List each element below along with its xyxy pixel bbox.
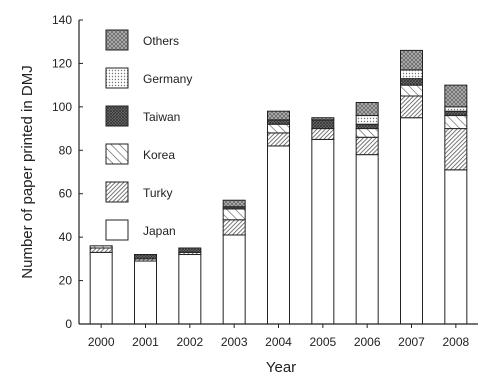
legend-item-taiwan: Taiwan: [106, 106, 180, 126]
legend: Others Germany Taiwan Korea Turky Japan: [106, 30, 192, 240]
bar-segment-japan-2003: [223, 235, 245, 324]
legend-item-germany: Germany: [106, 68, 192, 88]
bar-segment-korea-2004: [268, 124, 290, 133]
x-tick-label: 2001: [132, 335, 159, 349]
x-tick-label: 2000: [88, 335, 115, 349]
bar-segment-korea-2008: [445, 116, 467, 129]
bar-segment-turky-2000: [90, 248, 112, 252]
y-tick-label: 20: [59, 274, 73, 288]
bar-segment-turky-2007: [401, 96, 423, 118]
bar-segment-turky-2003: [223, 220, 245, 235]
bar-segment-others-2003: [223, 200, 245, 207]
legend-item-turky: Turky: [106, 182, 173, 202]
bar-segment-japan-2007: [401, 118, 423, 324]
legend-label: Others: [143, 34, 179, 48]
bar-segment-japan-2008: [445, 170, 467, 324]
bar-segment-korea-2000: [90, 246, 112, 248]
bar-segment-turky-2006: [356, 137, 378, 154]
bar-stack-2002: [179, 248, 201, 324]
bar-segment-turky-2005: [312, 129, 334, 140]
bar-segment-japan-2005: [312, 139, 334, 324]
legend-label: Taiwan: [143, 110, 180, 124]
bar-stack-2004: [268, 111, 290, 324]
bar-segment-taiwan-2008: [445, 111, 467, 115]
bar-segment-japan-2002: [179, 255, 201, 324]
bar-segment-germany-2006: [356, 116, 378, 125]
legend-item-korea: Korea: [106, 144, 175, 164]
x-axis-ticks: 2000 2001 2002 2003 2004 2005 2006 2007 2008: [88, 324, 470, 349]
bar-segment-taiwan-2002: [179, 248, 201, 252]
legend-item-japan: Japan: [106, 220, 176, 240]
legend-swatch: [106, 106, 128, 126]
x-tick-label: 2005: [309, 335, 336, 349]
bar-segment-others-2007: [401, 50, 423, 70]
bar-stack-2000: [90, 246, 112, 324]
bar-segment-japan-2001: [135, 261, 157, 324]
legend-swatch: [106, 182, 128, 202]
y-tick-label: 140: [52, 13, 72, 27]
legend-item-others: Others: [106, 30, 179, 50]
bar-segment-turky-2008: [445, 129, 467, 170]
bar-segment-taiwan-2004: [268, 120, 290, 124]
y-tick-label: 40: [59, 230, 73, 244]
bar-segment-others-2008: [445, 85, 467, 107]
legend-label: Japan: [143, 224, 176, 238]
bar-segment-germany-2007: [401, 70, 423, 79]
bar-segment-others-2006: [356, 103, 378, 116]
bar-segment-taiwan-2006: [356, 124, 378, 128]
y-tick-label: 0: [65, 317, 72, 331]
x-tick-label: 2008: [442, 335, 469, 349]
bar-segment-japan-2000: [90, 252, 112, 324]
bar-stack-2008: [445, 85, 467, 324]
bar-segment-japan-2004: [268, 146, 290, 324]
legend-swatch: [106, 144, 128, 164]
bar-stack-2001: [135, 255, 157, 324]
legend-swatch: [106, 220, 128, 240]
bar-segment-others-2005: [312, 118, 334, 120]
y-axis-ticks: 0 20 40 60 80 100 120 140: [52, 13, 83, 331]
legend-swatch: [106, 68, 128, 88]
bar-segment-korea-2006: [356, 129, 378, 138]
bar-segment-korea-2007: [401, 85, 423, 96]
bar-stack-2003: [223, 200, 245, 324]
bar-stack-2006: [356, 103, 378, 324]
bar-stack-2005: [312, 118, 334, 324]
bar-segment-taiwan-2007: [401, 79, 423, 86]
bar-segment-korea-2003: [223, 209, 245, 220]
y-axis-title: Number of paper printed in DMJ: [19, 65, 36, 278]
bar-segment-taiwan-2005: [312, 120, 334, 129]
y-tick-label: 100: [52, 100, 72, 114]
bar-segment-others-2004: [268, 111, 290, 120]
y-tick-label: 60: [59, 187, 73, 201]
x-tick-label: 2004: [265, 335, 292, 349]
bar-segment-turky-2004: [268, 133, 290, 146]
x-tick-label: 2003: [221, 335, 248, 349]
legend-swatch: [106, 30, 128, 50]
x-tick-label: 2006: [354, 335, 381, 349]
x-tick-label: 2007: [398, 335, 425, 349]
y-tick-label: 120: [52, 56, 72, 70]
legend-label: Germany: [143, 72, 192, 86]
y-tick-label: 80: [59, 143, 73, 157]
bar-segment-germany-2008: [445, 107, 467, 111]
legend-label: Korea: [143, 148, 175, 162]
x-axis-title: Year: [266, 359, 296, 376]
x-tick-label: 2002: [176, 335, 203, 349]
bar-stack-2007: [401, 50, 423, 324]
bar-segment-taiwan-2001: [135, 255, 157, 259]
legend-label: Turky: [143, 186, 173, 200]
bar-segment-japan-2006: [356, 155, 378, 324]
